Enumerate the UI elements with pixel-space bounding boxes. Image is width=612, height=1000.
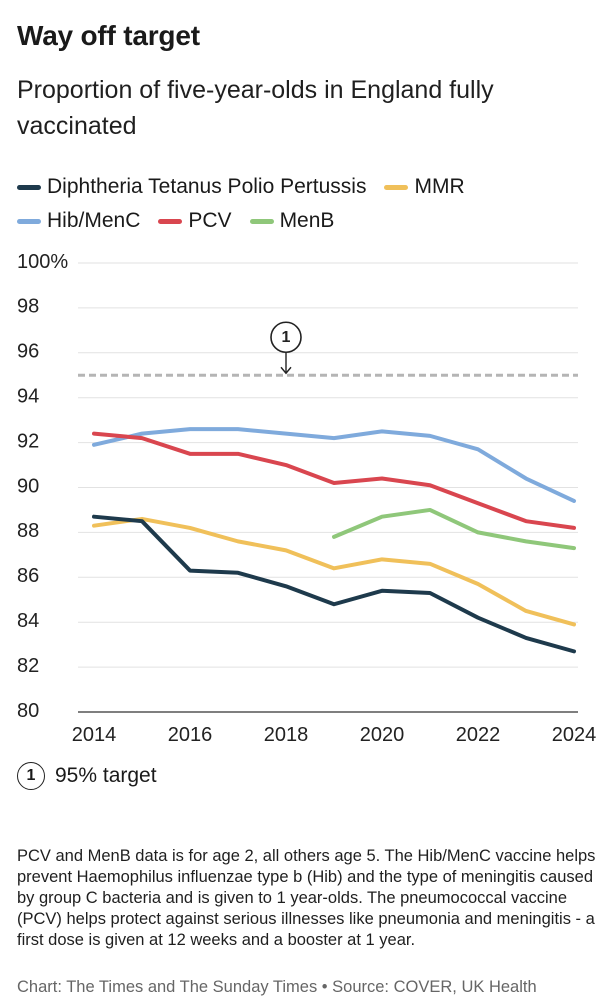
x-tick-label: 2018 bbox=[264, 724, 309, 746]
y-tick-label: 84 bbox=[17, 610, 39, 632]
y-tick-label: 96 bbox=[17, 341, 39, 363]
series-line-pcv bbox=[92, 431, 576, 530]
legend-item-dtpp: Diphtheria Tetanus Polio Pertussis bbox=[17, 175, 366, 199]
y-tick-label: 98 bbox=[17, 296, 39, 318]
legend-label-dtpp: Diphtheria Tetanus Polio Pertussis bbox=[47, 175, 367, 198]
legend-row: Hib/MenC PCV MenB bbox=[17, 206, 607, 236]
y-tick-label: 94 bbox=[17, 385, 39, 407]
source-line: Chart: The Times and The Sunday Times • … bbox=[17, 978, 537, 996]
chart-subtitle: Proportion of five-year-olds in England … bbox=[17, 76, 494, 140]
target-note: 1 95% target bbox=[17, 762, 157, 790]
x-tick-label: 2022 bbox=[456, 724, 501, 746]
target-annotation-number: 1 bbox=[282, 329, 291, 346]
series-line-hib-menc bbox=[92, 427, 576, 503]
target-note-text: 95% target bbox=[55, 764, 157, 787]
series-line-mmr bbox=[92, 516, 576, 627]
legend-item-pcv: PCV bbox=[158, 209, 232, 233]
legend-swatch-mmr bbox=[384, 184, 409, 190]
x-tick-label: 2014 bbox=[72, 724, 117, 746]
target-arrowhead-icon bbox=[280, 366, 292, 375]
line-chart: 100% 98 96 94 92 90 88 86 84 82 80 2014 2016 2018 2020… bbox=[17, 251, 597, 746]
legend-swatch-menb bbox=[249, 218, 274, 224]
x-tick-label: 2024 bbox=[552, 724, 597, 746]
y-tick-label: 100% bbox=[17, 251, 68, 273]
y-tick-label: 92 bbox=[17, 430, 39, 452]
series-line-diphtheria-tetanus-polio-pertussis bbox=[92, 514, 576, 654]
y-tick-label: 86 bbox=[17, 565, 39, 587]
legend-item-menb: MenB bbox=[249, 209, 335, 233]
y-tick-label: 80 bbox=[17, 700, 39, 722]
legend-label-menb: MenB bbox=[279, 209, 335, 232]
legend-swatch-pcv bbox=[158, 218, 183, 224]
footnote: PCV and MenB data is for age 2, all othe… bbox=[17, 847, 596, 949]
legend-item-hib-menc: Hib/MenC bbox=[17, 209, 140, 233]
legend-item-mmr: MMR bbox=[384, 175, 465, 199]
target-badge: 1 bbox=[17, 762, 45, 790]
x-tick-label: 2020 bbox=[360, 724, 405, 746]
series-line-menb bbox=[332, 507, 576, 551]
y-tick-label: 90 bbox=[17, 475, 39, 497]
legend-swatch-dtpp bbox=[17, 184, 41, 190]
y-tick-label: 88 bbox=[17, 520, 39, 542]
legend-label-pcv: PCV bbox=[188, 209, 232, 232]
legend-row: Diphtheria Tetanus Polio Pertussis MMR bbox=[17, 172, 607, 202]
legend-label-mmr: MMR bbox=[414, 175, 465, 198]
x-tick-label: 2016 bbox=[168, 724, 213, 746]
chart-title: Way off target bbox=[17, 20, 200, 51]
legend: Diphtheria Tetanus Polio Pertussis MMR H… bbox=[17, 172, 607, 240]
legend-swatch-hib-menc bbox=[17, 218, 41, 224]
legend-label-hib-menc: Hib/MenC bbox=[47, 209, 141, 232]
y-tick-label: 82 bbox=[17, 655, 39, 677]
